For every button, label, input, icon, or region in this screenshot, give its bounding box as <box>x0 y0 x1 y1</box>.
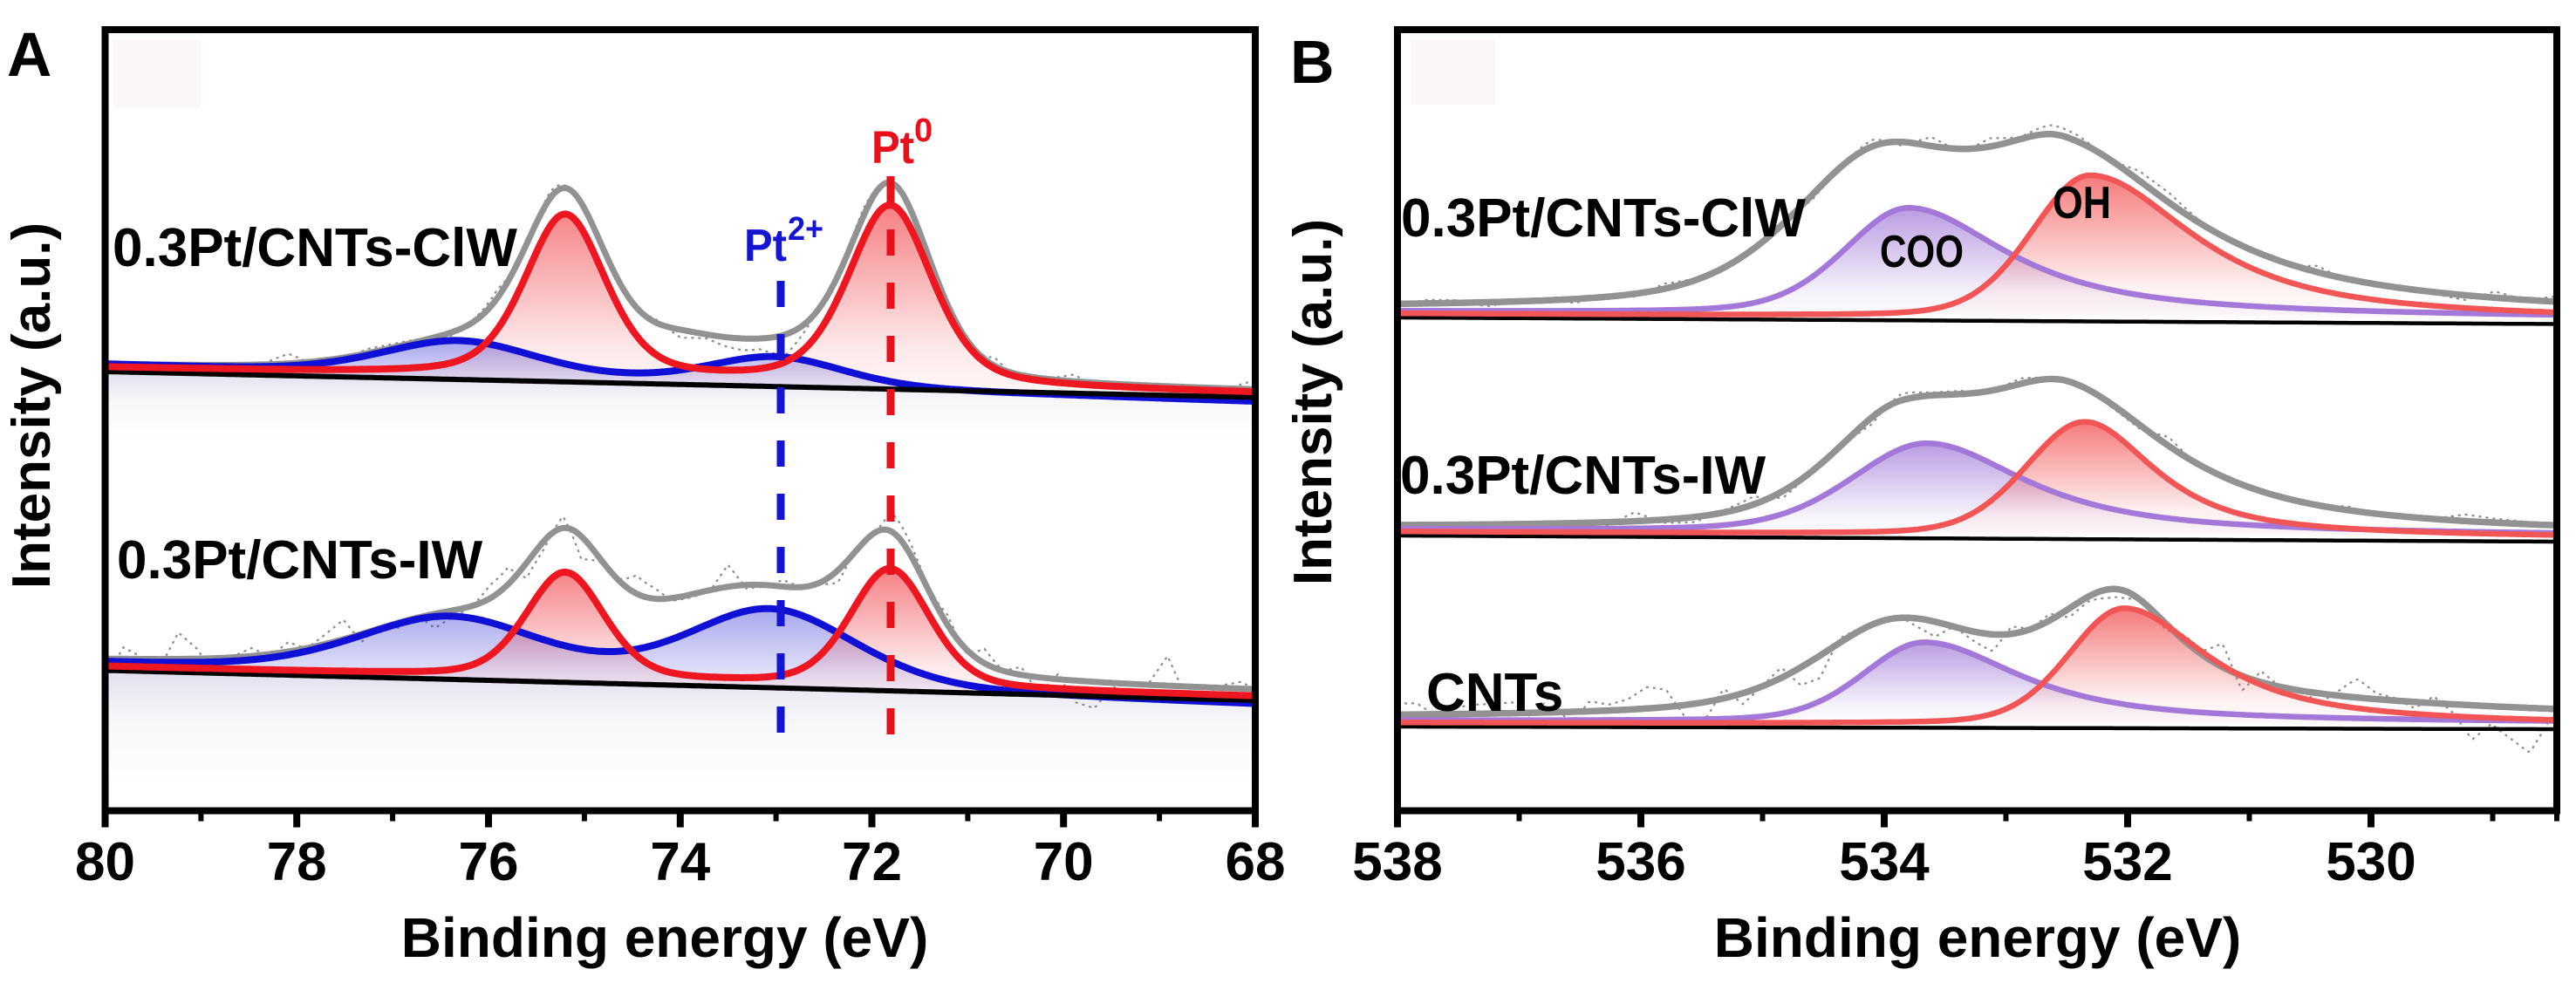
svg-text:Binding energy (eV): Binding energy (eV) <box>1714 906 2242 969</box>
svg-text:74: 74 <box>650 832 710 892</box>
svg-text:80: 80 <box>75 832 135 892</box>
svg-text:0.3Pt/CNTs-IW: 0.3Pt/CNTs-IW <box>1400 446 1766 506</box>
svg-text:Intensity (a.u.): Intensity (a.u.) <box>1283 219 1343 585</box>
svg-text:B: B <box>1290 28 1335 96</box>
svg-text:70: 70 <box>1034 832 1094 892</box>
svg-text:Pt: Pt <box>744 221 787 271</box>
svg-text:68: 68 <box>1226 832 1286 892</box>
svg-text:536: 536 <box>1595 832 1685 892</box>
svg-text:2+: 2+ <box>788 211 823 248</box>
svg-text:0.3Pt/CNTs-IW: 0.3Pt/CNTs-IW <box>117 530 483 590</box>
svg-text:CNTs: CNTs <box>1426 663 1563 723</box>
svg-text:COO: COO <box>1880 227 1964 277</box>
svg-text:0.3Pt/CNTs-ClW: 0.3Pt/CNTs-ClW <box>1401 188 1806 249</box>
svg-text:Pt: Pt <box>871 122 914 174</box>
svg-text:76: 76 <box>459 832 519 892</box>
svg-text:72: 72 <box>842 832 902 892</box>
svg-text:Binding energy (eV): Binding energy (eV) <box>401 906 929 969</box>
svg-text:0: 0 <box>914 113 933 149</box>
svg-text:538: 538 <box>1352 832 1442 892</box>
svg-text:78: 78 <box>267 832 327 892</box>
svg-text:A: A <box>7 21 51 90</box>
svg-text:Intensity (a.u.): Intensity (a.u.) <box>2 222 62 589</box>
svg-text:530: 530 <box>2326 832 2415 892</box>
svg-text:532: 532 <box>2082 832 2172 892</box>
svg-text:OH: OH <box>2053 178 2111 229</box>
svg-text:0.3Pt/CNTs-ClW: 0.3Pt/CNTs-ClW <box>113 218 517 278</box>
svg-text:534: 534 <box>1839 832 1930 892</box>
